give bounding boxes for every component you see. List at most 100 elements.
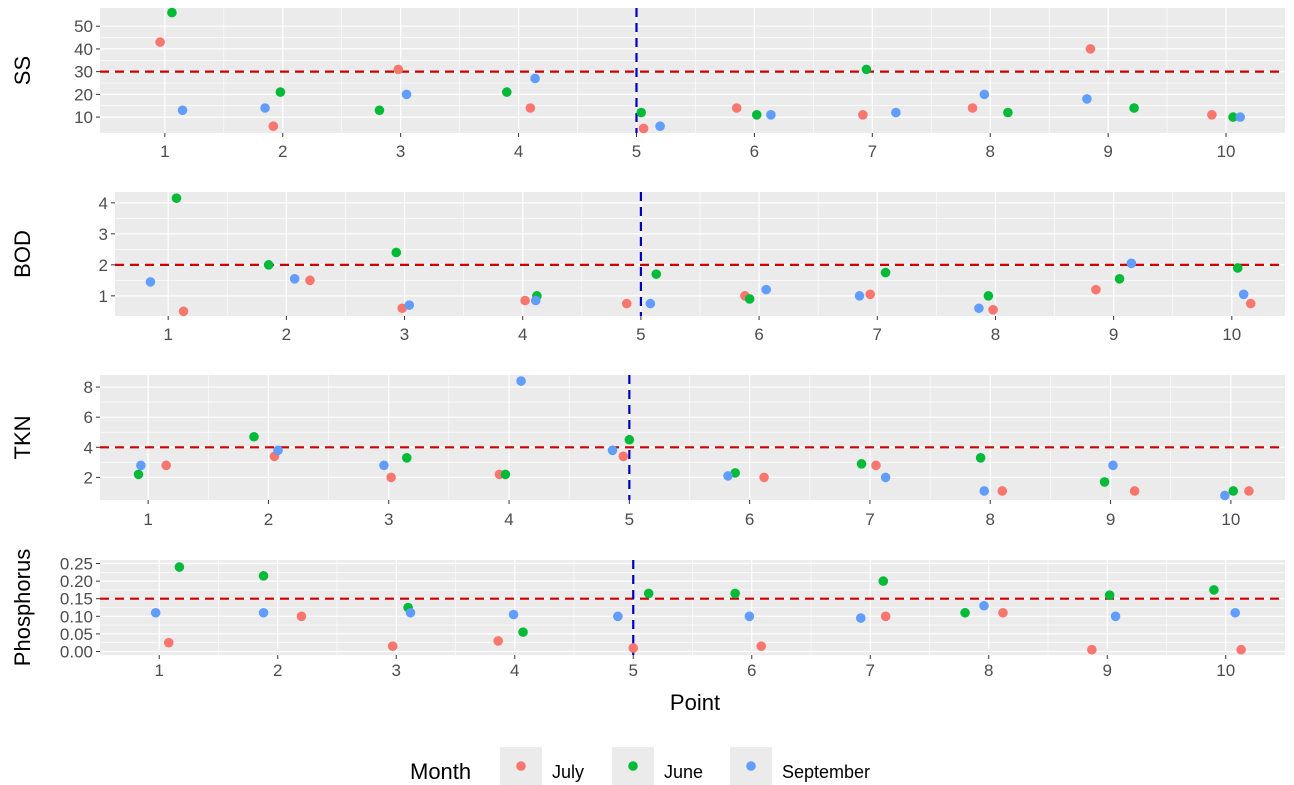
x-tick-label: 3 [396, 142, 405, 161]
data-point-july-1 [161, 461, 171, 471]
data-point-september-3 [404, 300, 414, 310]
data-point-september-2 [259, 608, 269, 618]
x-tick-label: 6 [754, 325, 763, 344]
data-point-july-1 [155, 37, 165, 47]
data-point-september-10 [1239, 290, 1249, 300]
data-point-september-4 [516, 376, 526, 386]
y-tick-label: 0.20 [60, 572, 93, 591]
data-point-july-5 [619, 452, 629, 462]
data-point-july-5 [622, 299, 632, 309]
data-point-september-1 [178, 105, 188, 115]
data-point-september-3 [379, 461, 389, 471]
x-tick-label: 9 [1103, 661, 1112, 680]
data-point-september-4 [531, 296, 541, 306]
x-tick-label: 10 [1221, 510, 1240, 529]
data-point-june-9 [1100, 477, 1110, 487]
x-tick-label: 4 [510, 661, 519, 680]
data-point-july-6 [756, 641, 766, 651]
x-tick-label: 4 [504, 510, 513, 529]
data-point-june-10 [1228, 486, 1238, 496]
x-tick-label: 10 [1216, 661, 1235, 680]
y-tick-label: 3 [99, 225, 108, 244]
data-point-september-6 [723, 471, 733, 481]
data-point-july-10 [1244, 486, 1254, 496]
y-tick-label: 1 [99, 287, 108, 306]
data-point-july-6 [759, 473, 769, 483]
data-point-june-9 [1129, 103, 1139, 113]
data-point-june-7 [857, 459, 867, 469]
x-tick-label: 1 [163, 325, 172, 344]
data-point-september-6 [745, 611, 755, 621]
data-point-july-10 [1236, 645, 1246, 655]
data-point-june-2 [249, 432, 259, 442]
data-point-july-4 [520, 296, 530, 306]
data-point-june-2 [264, 260, 274, 270]
y-tick-label: 2 [99, 256, 108, 275]
y-tick-label: 2 [84, 468, 93, 487]
x-tick-label: 5 [625, 510, 634, 529]
y-tick-label: 0.10 [60, 607, 93, 626]
data-point-july-4 [526, 103, 536, 113]
data-point-september-5 [613, 611, 623, 621]
y-tick-label: 4 [84, 438, 93, 457]
x-tick-label: 1 [155, 661, 164, 680]
y-axis-title: Phosphorus [10, 549, 35, 666]
x-tick-label: 8 [986, 510, 995, 529]
data-point-july-8 [988, 305, 998, 315]
data-point-july-2 [269, 121, 279, 131]
data-point-july-8 [968, 103, 978, 113]
y-tick-label: 8 [84, 378, 93, 397]
x-tick-label: 5 [629, 661, 638, 680]
data-point-june-6 [730, 589, 740, 599]
data-point-july-9 [1130, 486, 1140, 496]
legend-key-july [516, 761, 526, 771]
data-point-september-5 [655, 121, 665, 131]
legend: Month July June September [410, 747, 870, 785]
data-point-september-2 [260, 103, 270, 113]
legend-label-june: June [664, 762, 703, 782]
data-point-july-3 [388, 641, 398, 651]
data-point-june-10 [1233, 263, 1243, 273]
data-point-june-6 [745, 294, 755, 304]
data-point-july-4 [493, 636, 503, 646]
legend-title: Month [410, 759, 471, 784]
data-point-july-10 [1207, 110, 1217, 120]
data-point-september-8 [979, 601, 989, 611]
data-point-july-9 [1087, 645, 1097, 655]
y-tick-label: 20 [74, 85, 93, 104]
data-point-june-5 [651, 269, 661, 279]
data-point-july-2 [297, 611, 307, 621]
data-point-september-2 [273, 446, 283, 456]
x-tick-label: 3 [400, 325, 409, 344]
x-tick-label: 8 [984, 661, 993, 680]
data-point-september-10 [1220, 491, 1230, 501]
data-point-september-5 [646, 299, 656, 309]
data-point-june-3 [375, 105, 385, 115]
y-tick-label: 0.15 [60, 590, 93, 609]
data-point-september-8 [979, 486, 989, 496]
data-point-september-9 [1082, 94, 1092, 104]
y-tick-label: 40 [74, 40, 93, 59]
y-tick-label: 0.05 [60, 625, 93, 644]
data-point-july-3 [394, 65, 404, 75]
x-tick-label: 7 [865, 510, 874, 529]
x-tick-label: 6 [750, 142, 759, 161]
data-point-june-8 [1003, 108, 1013, 118]
data-point-july-8 [997, 486, 1007, 496]
x-tick-label: 1 [143, 510, 152, 529]
facet-panel-bod: 1 2 3 4 1 2 3 4 5 6 7 8 9 10 BOD [10, 192, 1285, 344]
data-point-july-2 [305, 276, 315, 286]
data-point-june-1 [172, 193, 182, 203]
data-point-june-8 [976, 453, 986, 463]
data-point-june-7 [878, 576, 888, 586]
x-tick-label: 6 [747, 661, 756, 680]
data-point-july-10 [1246, 299, 1256, 309]
x-tick-label: 9 [1103, 142, 1112, 161]
data-point-september-10 [1230, 608, 1240, 618]
data-point-june-2 [276, 87, 286, 97]
y-tick-label: 6 [84, 408, 93, 427]
data-point-july-8 [998, 608, 1008, 618]
data-point-july-7 [871, 461, 881, 471]
legend-key-june [628, 761, 638, 771]
